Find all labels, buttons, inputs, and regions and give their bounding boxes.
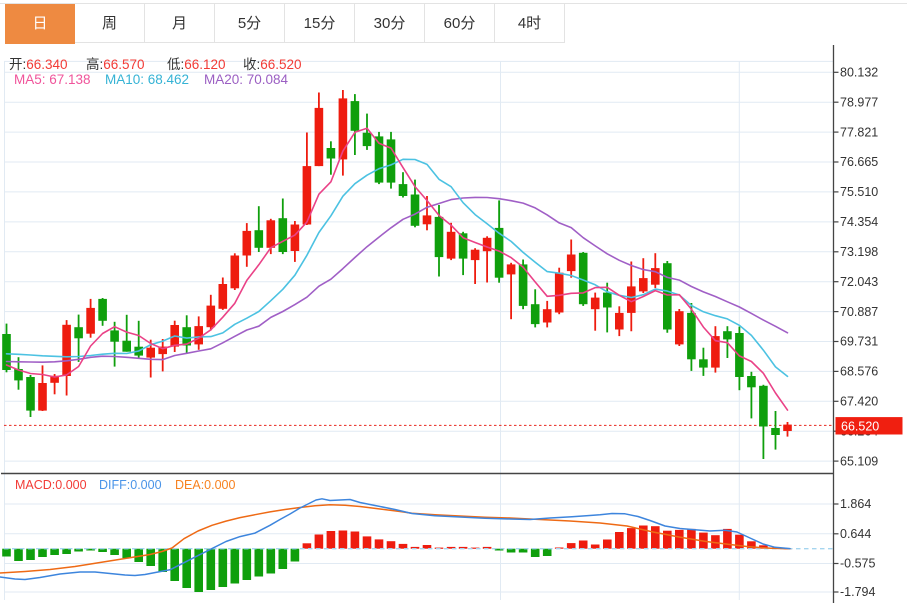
svg-text:-1.794: -1.794 [840, 585, 875, 599]
svg-text:65.109: 65.109 [840, 454, 878, 468]
svg-text:-0.575: -0.575 [840, 557, 875, 571]
svg-text:1.864: 1.864 [840, 497, 871, 511]
svg-text:67.420: 67.420 [840, 395, 878, 409]
svg-text:76.665: 76.665 [840, 155, 878, 169]
svg-text:72.043: 72.043 [840, 275, 878, 289]
svg-text:0.644: 0.644 [840, 527, 871, 541]
svg-text:68.576: 68.576 [840, 365, 878, 379]
svg-text:80.132: 80.132 [840, 66, 878, 80]
svg-text:77.821: 77.821 [840, 125, 878, 139]
svg-text:75.510: 75.510 [840, 185, 878, 199]
svg-text:78.977: 78.977 [840, 95, 878, 109]
svg-text:73.198: 73.198 [840, 245, 878, 259]
svg-text:74.354: 74.354 [840, 215, 878, 229]
svg-text:69.731: 69.731 [840, 335, 878, 349]
svg-text:70.887: 70.887 [840, 305, 878, 319]
svg-text:66.520: 66.520 [841, 420, 879, 434]
